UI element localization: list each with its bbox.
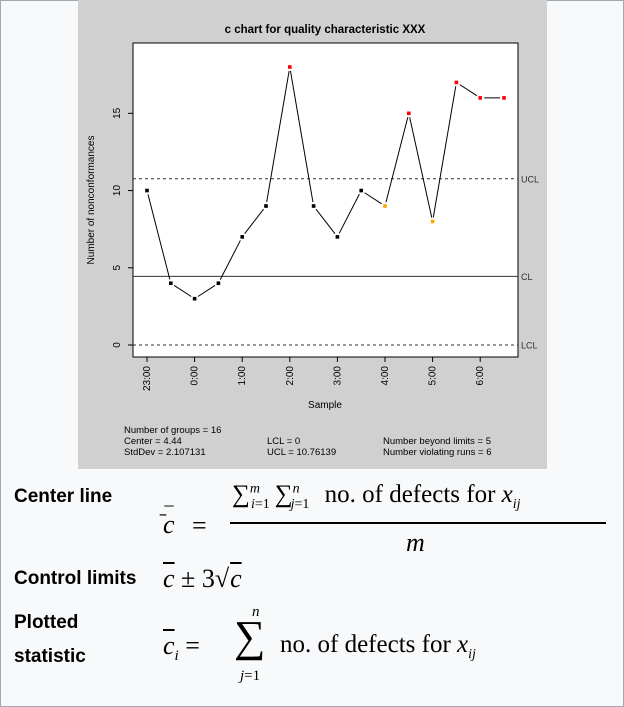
overline-mark: ‾ <box>165 505 173 531</box>
plotted-label-line2: statistic <box>14 646 86 667</box>
data-point <box>216 281 221 286</box>
series-segment <box>364 192 382 205</box>
x-tick-label: 3:00 <box>332 366 343 386</box>
chart-title: c chart for quality characteristic XXX <box>225 24 426 36</box>
series-segment <box>244 208 264 235</box>
series-segment <box>385 117 409 203</box>
y-tick-label: 0 <box>112 342 123 348</box>
center-line-label: CL <box>521 272 533 282</box>
c-bar-lhs: c̄ <box>163 510 175 539</box>
control-limits-formula: c ± 3√c <box>163 564 242 593</box>
stat-lcl: LCL = 0 <box>267 436 301 447</box>
series-segment <box>409 117 433 218</box>
data-point <box>311 204 316 208</box>
series-segment <box>147 194 171 280</box>
sum-upper-limit: n <box>252 604 260 620</box>
x-tick-label: 23:00 <box>142 366 153 391</box>
lcl-line-label: LCL <box>521 341 538 351</box>
stat-violating-runs: Number violating runs = 6 <box>383 447 492 458</box>
stat-center: Center = 4.44 <box>124 436 182 447</box>
series-segment <box>459 84 478 97</box>
stats-block-right: Number beyond limits = 5 Number violatin… <box>383 436 492 458</box>
center-line-numerator: ∑mi=1 ∑nj=1 no. of defects for xij <box>232 481 521 512</box>
c-chart: c chart for quality characteristic XXX S… <box>86 24 539 411</box>
numerator-text: no. of defects for <box>324 481 496 508</box>
series-segment <box>338 193 360 234</box>
data-point <box>383 204 387 208</box>
y-tick-label: 5 <box>112 265 123 271</box>
plot-area <box>132 42 519 358</box>
data-point <box>454 80 459 85</box>
x-axis-label: Sample <box>308 400 342 411</box>
plotted-statistic-text: no. of defects for xij <box>280 631 476 662</box>
stat-groups: Number of groups = 16 <box>124 425 222 436</box>
center-line-label: Center line <box>14 486 113 507</box>
stat-beyond-limits: Number beyond limits = 5 <box>383 436 491 447</box>
stats-block-middle: LCL = 0 UCL = 10.76139 <box>267 436 336 458</box>
x-tick-label: 0:00 <box>190 366 201 386</box>
equals-sign: = <box>192 511 207 540</box>
data-point <box>407 111 411 116</box>
c-chart-panel: c chart for quality characteristic XXX S… <box>78 0 547 469</box>
series-segment <box>219 240 241 280</box>
y-tick-label: 10 <box>112 185 123 197</box>
stats-block-left: Number of groups = 16 Center = 4.44 StdD… <box>124 425 221 458</box>
data-point <box>478 96 482 100</box>
y-axis-label: Number of nonconformances <box>86 136 97 265</box>
y-axis-ticks: 0 5 10 15 <box>112 107 133 348</box>
data-point <box>430 219 435 224</box>
center-line-denominator: m <box>406 528 425 557</box>
data-point <box>169 281 173 286</box>
ucl-line-label: UCL <box>521 174 539 184</box>
plotted-text: no. of defects for <box>280 631 451 658</box>
data-point <box>264 204 268 208</box>
sum-symbol: ∑ <box>234 612 266 661</box>
x-tick-label: 5:00 <box>428 366 439 386</box>
control-limits-label: Control limits <box>14 568 137 589</box>
series-segment <box>289 70 314 203</box>
series-segment <box>315 208 336 235</box>
x-tick-label: 4:00 <box>380 366 391 386</box>
data-point <box>240 235 244 239</box>
series-segment <box>266 70 290 203</box>
stat-ucl: UCL = 10.76139 <box>267 447 337 458</box>
data-point <box>192 296 197 301</box>
data-point <box>145 188 149 193</box>
fraction-bar <box>230 522 606 524</box>
x-tick-label: 1:00 <box>237 366 248 386</box>
x-axis-ticks: 23:00 0:00 1:00 2:00 3:00 4:00 5:00 6:00 <box>142 357 486 391</box>
series-segment <box>432 86 457 218</box>
stat-stddev: StdDev = 2.107131 <box>124 447 206 458</box>
data-series <box>145 65 506 301</box>
x-tick-label: 6:00 <box>475 366 486 386</box>
data-point <box>288 65 292 69</box>
data-point <box>359 188 363 193</box>
data-point <box>335 235 340 239</box>
plotted-label-line1: Plotted <box>14 612 79 633</box>
y-tick-label: 15 <box>112 107 123 119</box>
control-limit-lines: UCL CL LCL <box>133 174 539 351</box>
series-segment <box>197 284 216 297</box>
x-tick-label: 2:00 <box>285 366 296 386</box>
series-segment <box>173 284 192 297</box>
plotted-statistic-lhs: ci = <box>163 631 200 665</box>
sum-lower-limit: j=1 <box>240 668 261 684</box>
data-point <box>502 96 506 100</box>
